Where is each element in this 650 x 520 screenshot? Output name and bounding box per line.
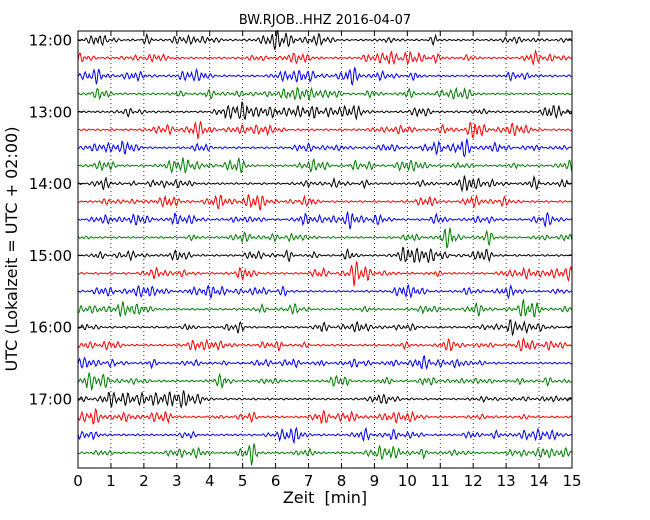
x-tick-label: 2 <box>139 472 149 490</box>
chart-title: BW.RJOB..HHZ 2016-04-07 <box>239 13 411 28</box>
x-tick-label: 10 <box>398 472 417 490</box>
seismic-trace <box>77 194 572 211</box>
y-tick-label: 17:00 <box>29 391 72 409</box>
x-tick-label: 12 <box>464 472 483 490</box>
y-tick-label: 13:00 <box>29 103 72 121</box>
x-tick-label: 6 <box>271 472 281 490</box>
seismic-trace <box>77 101 573 121</box>
seismic-trace <box>77 29 573 50</box>
gridlines <box>110 31 540 468</box>
seismic-trace <box>77 211 572 230</box>
seismic-trace <box>77 120 572 139</box>
seismic-trace <box>77 157 573 175</box>
seismic-trace <box>77 337 572 352</box>
seismic-trace <box>77 246 572 264</box>
plot-frame <box>77 30 573 469</box>
x-tick-label: 1 <box>106 472 116 490</box>
x-tick-label: 8 <box>337 472 347 490</box>
seismic-trace <box>77 48 572 67</box>
seismic-trace <box>77 355 572 371</box>
x-tick-label: 9 <box>370 472 380 490</box>
y-tick-label: 12:00 <box>29 32 72 50</box>
seismic-trace <box>77 261 573 287</box>
seismic-trace <box>77 227 573 249</box>
x-tick-label: 5 <box>238 472 248 490</box>
x-tick-label: 7 <box>304 472 314 490</box>
y-tick-label: 15:00 <box>29 247 72 265</box>
seismic-trace <box>77 138 572 158</box>
seismic-trace <box>77 372 572 392</box>
x-tick-label: 0 <box>73 472 83 490</box>
seismic-trace <box>77 426 572 445</box>
seismic-trace <box>77 174 572 193</box>
seismic-trace <box>77 283 572 300</box>
x-tick-label: 11 <box>431 472 450 490</box>
x-tick-label: 15 <box>562 472 581 490</box>
x-axis-label: Zeit [min] <box>283 488 367 507</box>
y-axis-ticks: 12:00 13:00 14:00 15:00 16:00 17:00 <box>29 32 572 409</box>
y-axis-label: UTC (Lokalzeit = UTC + 02:00) <box>2 127 21 372</box>
y-tick-label: 16:00 <box>29 319 72 337</box>
seismic-trace <box>77 86 572 102</box>
x-tick-label: 4 <box>205 472 215 490</box>
seismic-trace <box>77 407 572 425</box>
y-tick-label: 14:00 <box>29 175 72 193</box>
x-tick-label: 14 <box>530 472 549 490</box>
seismic-trace <box>77 319 572 337</box>
x-tick-label: 13 <box>497 472 516 490</box>
seismic-trace <box>77 299 572 318</box>
x-axis-ticks: 0 1 2 3 4 5 6 7 8 9 10 11 12 13 14 15 <box>73 31 582 490</box>
seismic-trace <box>77 443 572 466</box>
seismic-trace <box>77 390 573 409</box>
x-tick-label: 3 <box>172 472 182 490</box>
traces <box>77 29 573 466</box>
seismic-trace <box>77 67 572 86</box>
